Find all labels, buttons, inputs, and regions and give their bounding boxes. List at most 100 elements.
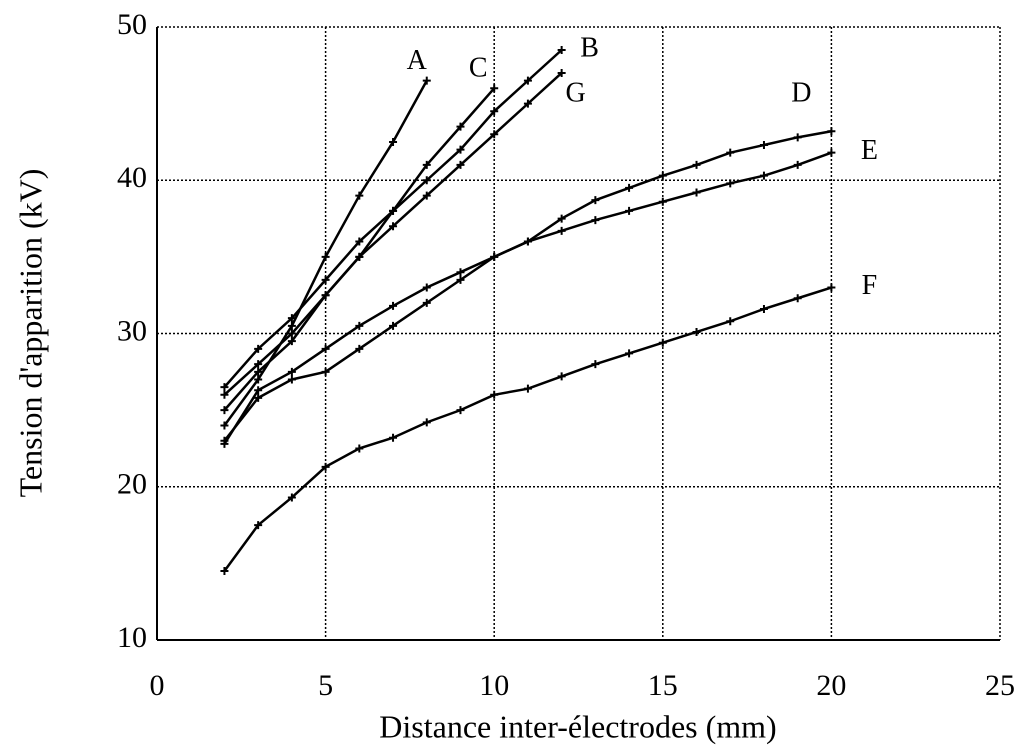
y-tick-label: 30 — [117, 314, 147, 347]
point-marker — [726, 148, 735, 157]
point-marker — [827, 283, 836, 292]
point-marker — [557, 68, 566, 77]
point-marker — [523, 99, 532, 108]
point-marker — [422, 176, 431, 185]
point-marker — [793, 160, 802, 169]
point-marker — [658, 338, 667, 347]
point-marker — [422, 298, 431, 307]
point-marker — [220, 421, 229, 430]
point-marker — [422, 191, 431, 200]
point-marker — [422, 76, 431, 85]
y-tick-label: 20 — [117, 468, 147, 501]
x-tick-label: 0 — [150, 669, 165, 702]
line-series — [223, 151, 832, 445]
point-marker — [523, 76, 532, 85]
point-marker — [692, 327, 701, 336]
series-label: E — [861, 135, 878, 166]
series-label: A — [407, 45, 428, 76]
x-tick-label: 20 — [816, 669, 846, 702]
series-label: B — [580, 32, 599, 63]
point-marker — [490, 390, 499, 399]
y-tick-label: 10 — [117, 621, 147, 654]
line-series — [223, 87, 496, 411]
point-marker — [456, 145, 465, 154]
point-marker — [321, 462, 330, 471]
point-marker — [355, 191, 364, 200]
point-marker — [625, 183, 634, 192]
point-marker — [490, 107, 499, 116]
point-marker — [254, 521, 263, 530]
point-marker — [355, 321, 364, 330]
point-marker — [321, 275, 330, 284]
point-marker — [422, 283, 431, 292]
point-marker — [456, 160, 465, 169]
x-tick-label: 25 — [985, 669, 1015, 702]
y-tick-label: 50 — [117, 8, 147, 41]
point-marker — [254, 393, 263, 402]
point-marker — [287, 367, 296, 376]
point-marker — [220, 383, 229, 392]
point-marker — [793, 133, 802, 142]
point-marker — [287, 375, 296, 384]
series-label: C — [469, 53, 488, 84]
point-marker — [658, 197, 667, 206]
point-marker — [523, 384, 532, 393]
point-marker — [321, 367, 330, 376]
point-marker — [254, 367, 263, 376]
point-marker — [557, 372, 566, 381]
x-tick-label: 5 — [318, 669, 333, 702]
point-marker — [490, 130, 499, 139]
point-marker — [287, 329, 296, 338]
point-marker — [287, 314, 296, 323]
point-marker — [591, 360, 600, 369]
point-marker — [389, 321, 398, 330]
point-marker — [355, 344, 364, 353]
point-marker — [220, 567, 229, 576]
point-marker — [321, 291, 330, 300]
point-marker — [355, 252, 364, 261]
point-marker — [220, 439, 229, 448]
point-marker — [254, 344, 263, 353]
point-marker — [389, 301, 398, 310]
point-marker — [254, 386, 263, 395]
line-series — [223, 286, 832, 572]
point-marker — [591, 196, 600, 205]
point-marker — [759, 141, 768, 150]
point-marker — [355, 237, 364, 246]
x-axis-title: Distance inter-électrodes (mm) — [379, 708, 776, 744]
point-marker — [490, 84, 499, 93]
point-marker — [557, 214, 566, 223]
point-marker — [287, 337, 296, 346]
line-series — [223, 49, 563, 388]
point-marker — [827, 148, 836, 157]
point-marker — [658, 171, 667, 180]
point-marker — [422, 160, 431, 169]
point-marker — [692, 188, 701, 197]
series-label: F — [862, 270, 878, 301]
point-marker — [254, 360, 263, 369]
series-label: G — [566, 77, 586, 108]
point-marker — [759, 171, 768, 180]
x-tick-label: 15 — [648, 669, 678, 702]
point-marker — [591, 216, 600, 225]
point-marker — [726, 317, 735, 326]
point-marker — [557, 45, 566, 54]
y-tick-label: 40 — [117, 161, 147, 194]
point-marker — [692, 160, 701, 169]
point-marker — [220, 406, 229, 415]
point-marker — [321, 344, 330, 353]
point-marker — [557, 226, 566, 235]
point-marker — [220, 390, 229, 399]
point-marker — [389, 433, 398, 442]
point-marker — [625, 206, 634, 215]
point-marker — [625, 349, 634, 358]
point-marker — [793, 294, 802, 303]
point-marker — [456, 122, 465, 131]
point-marker — [490, 252, 499, 261]
y-axis-title: Tension d'apparition (kV) — [12, 169, 48, 498]
point-marker — [827, 127, 836, 136]
point-marker — [254, 375, 263, 384]
point-marker — [759, 304, 768, 313]
point-marker — [287, 321, 296, 330]
x-tick-label: 10 — [479, 669, 509, 702]
